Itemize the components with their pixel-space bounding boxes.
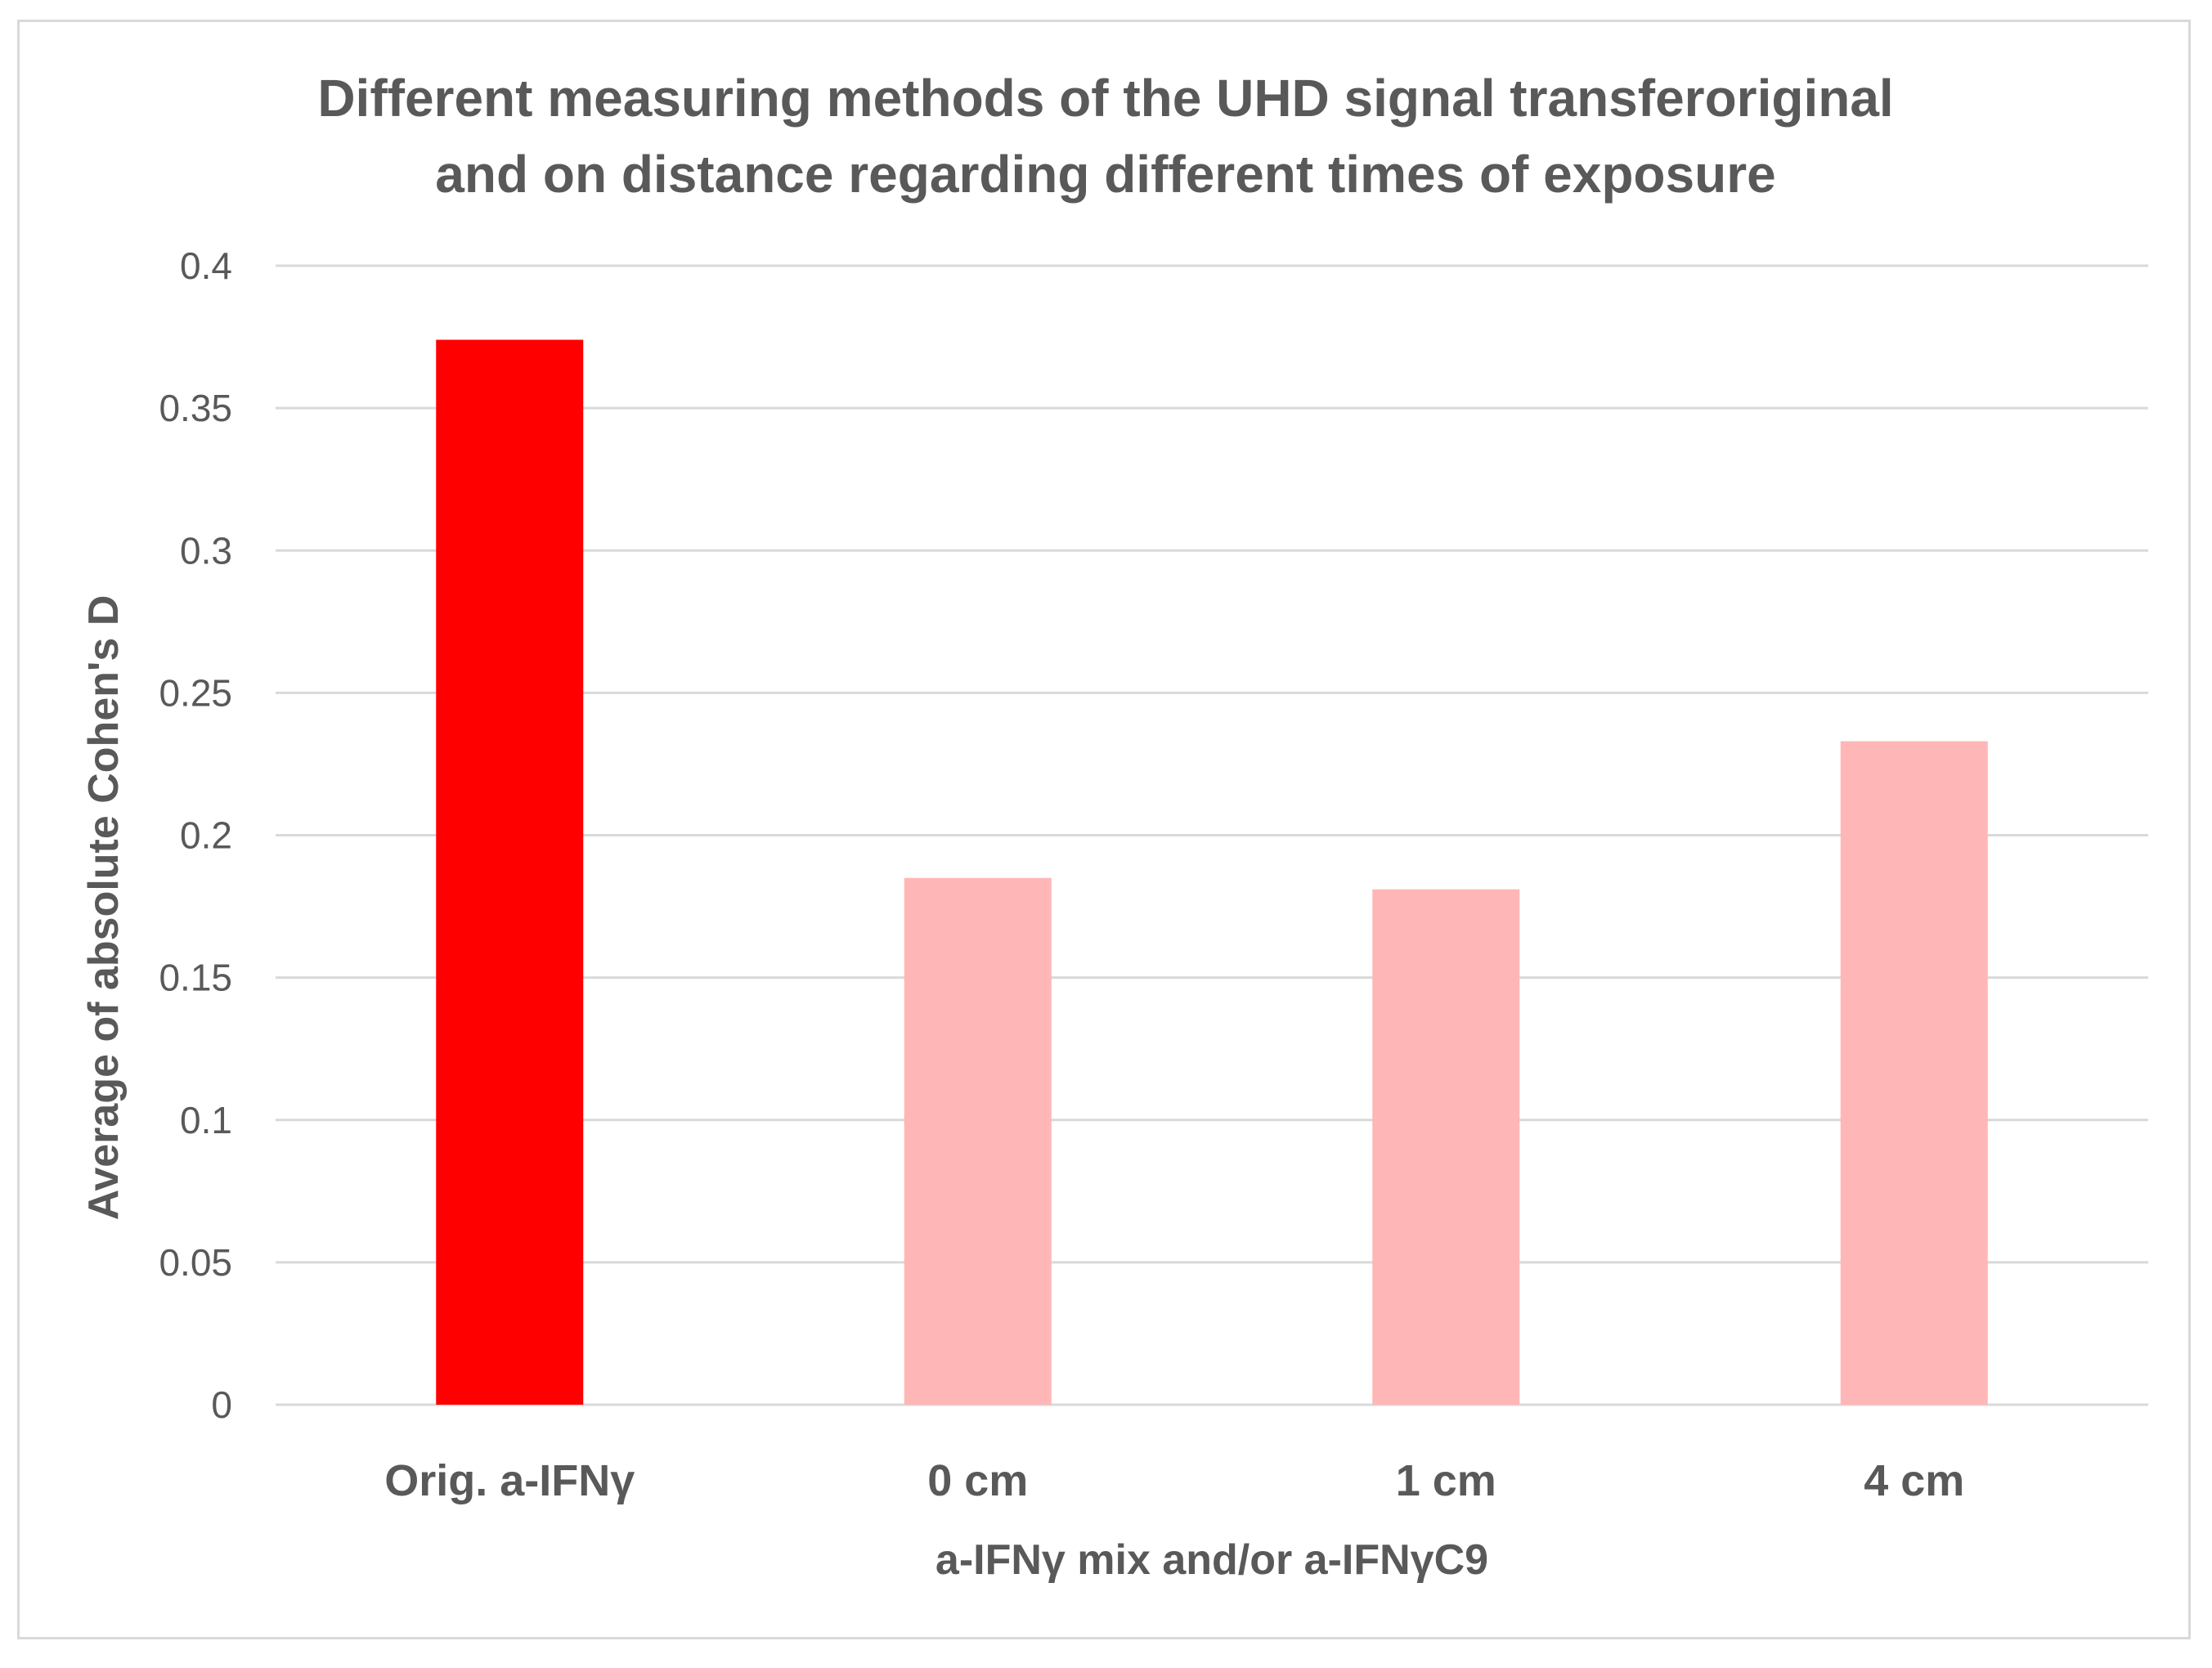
y-tick-label: 0 [211, 1383, 232, 1426]
x-axis-categories: Orig. a-IFNγ 0 cm 1 cm 4 cm [384, 1456, 1964, 1505]
chart-frame [17, 20, 2191, 1639]
chart-title-line-2: and on distance regarding different time… [435, 145, 1775, 204]
y-tick-label: 0.15 [159, 957, 232, 999]
y-tick-label: 0.3 [180, 529, 232, 572]
chart-title-line-1: Different measuring methods of the UHD s… [317, 69, 1893, 128]
y-tick-label: 0.25 [159, 671, 232, 714]
y-axis-label: Average of absolute Cohen's D [80, 595, 128, 1221]
y-tick-label: 0.35 [159, 387, 232, 429]
bar [1372, 889, 1520, 1405]
y-tick-label: 0.05 [159, 1241, 232, 1284]
y-tick-label: 0.2 [180, 814, 232, 857]
x-tick-label: Orig. a-IFNγ [384, 1456, 635, 1505]
x-tick-label: 4 cm [1864, 1456, 1964, 1505]
y-tick-label: 0.4 [180, 244, 232, 287]
y-axis-ticks: 0 0.05 0.1 0.15 0.2 0.25 0.3 0.35 0.4 [159, 244, 232, 1426]
gridlines [276, 264, 2148, 1406]
bar [1840, 741, 1988, 1405]
bars [436, 339, 1988, 1405]
x-axis-label: a-IFNγ mix and/or a-IFNγC9 [936, 1536, 1488, 1584]
bar [904, 877, 1052, 1405]
bar [436, 339, 584, 1405]
x-tick-label: 0 cm [927, 1456, 1028, 1505]
y-tick-label: 0.1 [180, 1099, 232, 1141]
x-tick-label: 1 cm [1396, 1456, 1496, 1505]
